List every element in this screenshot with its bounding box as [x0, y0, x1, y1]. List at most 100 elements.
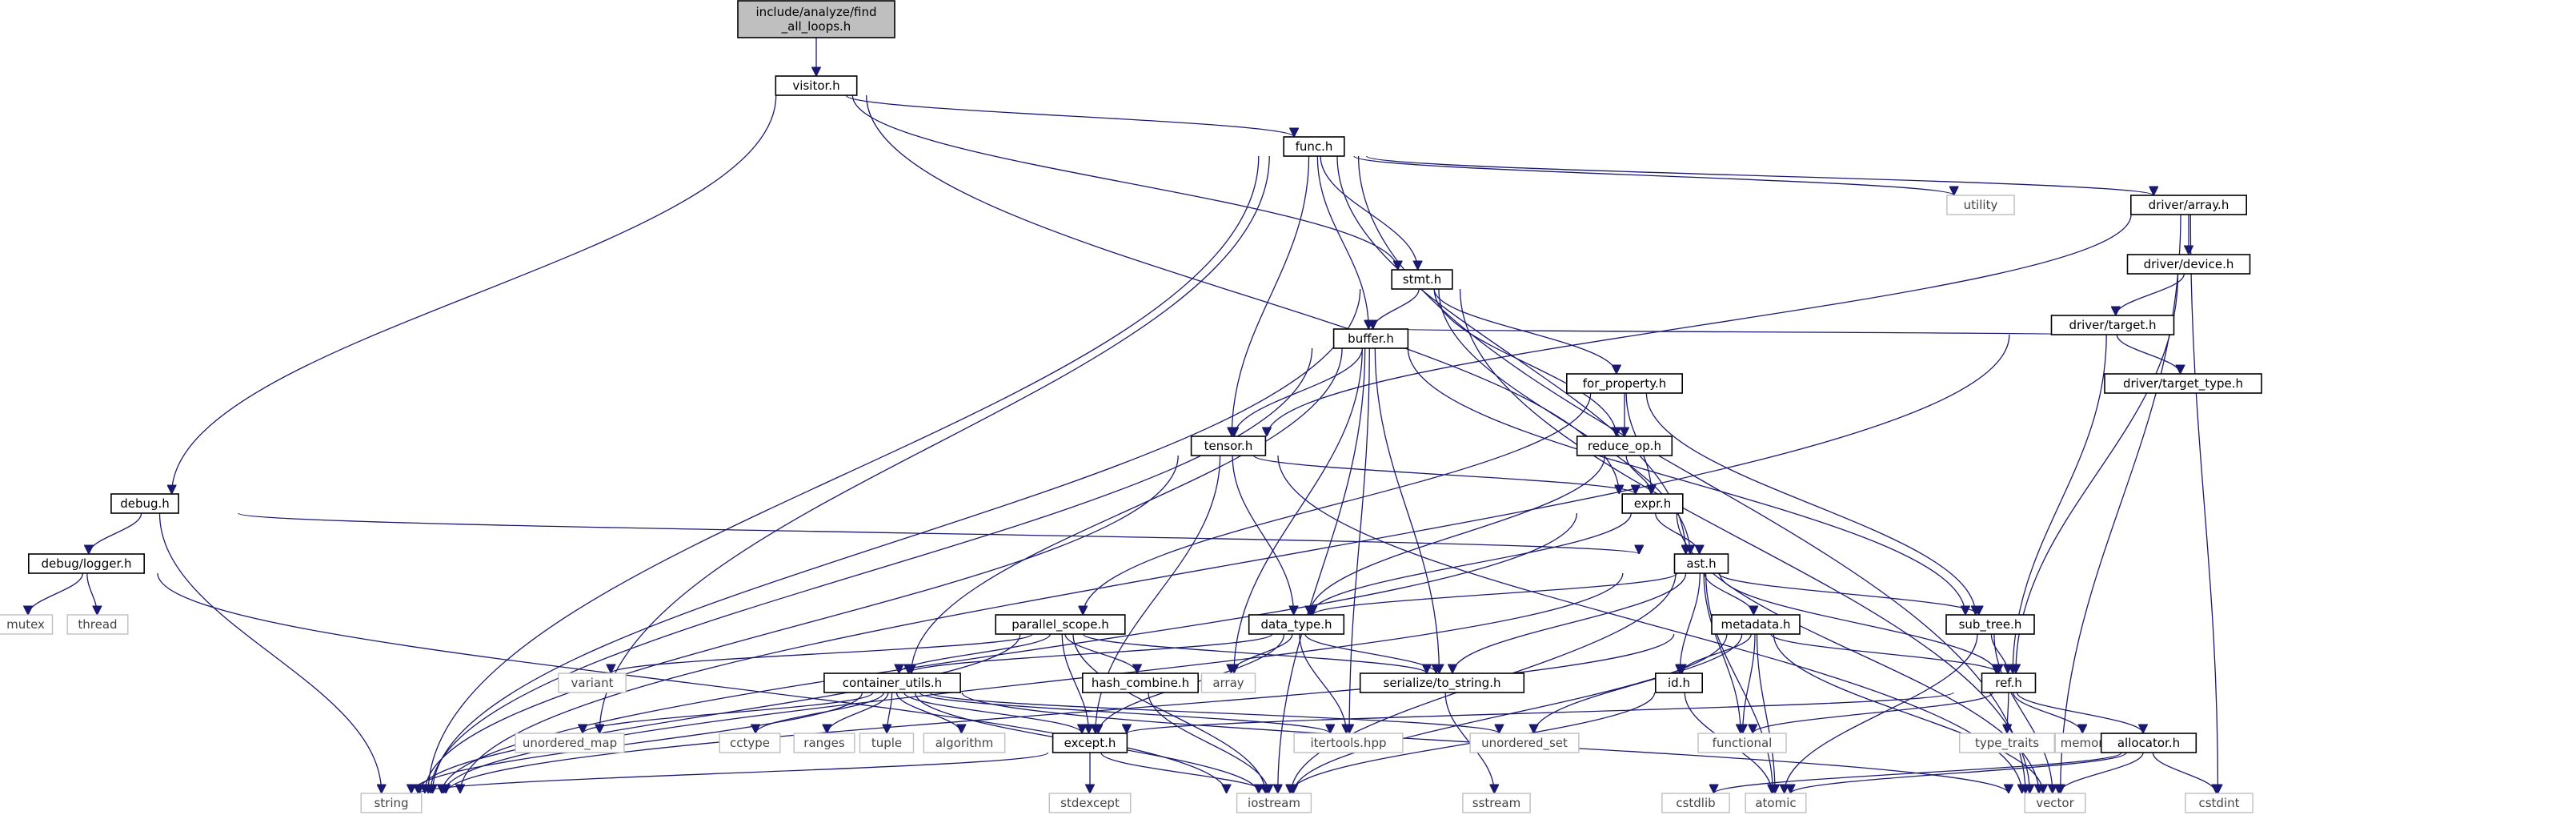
edge-ddevice-to-dtarget	[2116, 273, 2185, 316]
node-label: expr.h	[1634, 496, 1671, 511]
edge-line	[1278, 347, 1366, 793]
edge-tensor-to-string	[425, 455, 1179, 793]
graph-node-reduceop[interactable]: reduce_op.h	[1576, 436, 1673, 456]
edge-line	[460, 334, 2010, 793]
graph-node-utility: utility	[1946, 195, 2015, 215]
edge-parscope-to-hashcomb	[1064, 633, 1137, 674]
node-box	[1946, 195, 2015, 215]
edge-line	[599, 155, 1270, 733]
edge-datatype-to-contutils	[908, 633, 1273, 674]
node-box	[2104, 373, 2262, 394]
edge-line	[419, 752, 1049, 794]
graph-node-stmt[interactable]: stmt.h	[1391, 269, 1453, 290]
edge-line	[1267, 214, 2132, 436]
graph-node-except[interactable]: except.h	[1052, 733, 1128, 753]
edge-stmt-to-string	[433, 288, 1361, 793]
node-label: driver/target.h	[2069, 318, 2156, 332]
node-box	[1200, 672, 1256, 693]
edge-logger-to-mutex	[28, 572, 84, 616]
graph-node-cstdlib: cstdlib	[1661, 793, 1730, 813]
node-box	[1958, 733, 2055, 753]
edge-metadata-to-functional	[1743, 633, 1756, 733]
edge-line	[1061, 633, 1088, 733]
node-label: cstdlib	[1676, 796, 1715, 810]
edge-line	[1459, 288, 2030, 793]
node-box	[558, 672, 627, 693]
edge-line	[1791, 752, 2127, 794]
edge-ast-to-functional	[1703, 572, 1741, 733]
node-box	[360, 793, 423, 813]
graph-node-forprop[interactable]: for_property.h	[1566, 373, 1684, 394]
node-box	[737, 0, 895, 38]
edge-line	[866, 94, 1620, 494]
edge-line	[1655, 512, 1700, 555]
edge-ddevice-to-ref	[2016, 273, 2179, 673]
edge-line	[1705, 572, 1773, 793]
edge-line	[845, 94, 1294, 138]
graph-node-datatype[interactable]: data_type.h	[1248, 614, 1345, 635]
edge-line	[2016, 692, 2144, 734]
graph-node-tensor[interactable]: tensor.h	[1190, 436, 1267, 456]
graph-node-parscope[interactable]: parallel_scope.h	[995, 614, 1126, 635]
graph-node-ref[interactable]: ref.h	[1981, 672, 2037, 693]
graph-node-func[interactable]: func.h	[1283, 136, 1345, 157]
graph-node-contutils[interactable]: container_utils.h	[823, 672, 961, 693]
graph-node-subtree[interactable]: sub_tree.h	[1945, 614, 2035, 635]
edge-debug-to-string	[158, 512, 382, 793]
node-box	[1576, 436, 1673, 456]
graph-node-serialize[interactable]: serialize/to_string.h	[1359, 672, 1525, 693]
graph-node-debug[interactable]: debug.h	[110, 493, 179, 514]
graph-node-ast[interactable]: ast.h	[1673, 553, 1729, 574]
node-label: except.h	[1064, 736, 1116, 750]
graph-node-expr[interactable]: expr.h	[1621, 493, 1684, 514]
node-box	[1332, 328, 1409, 349]
edge-ast-to-atomic	[1705, 572, 1773, 793]
edge-buffer-to-itertools	[1349, 347, 1370, 733]
node-label: unordered_map	[523, 736, 617, 751]
graph-node-itertools: itertools.hpp	[1293, 733, 1404, 753]
edge-line	[1064, 633, 1137, 674]
graph-node-id[interactable]: id.h	[1655, 672, 1704, 693]
edge-ast-to-subtree	[1718, 572, 1979, 616]
edge-line	[431, 347, 1313, 793]
node-label: cstdint	[2198, 796, 2239, 810]
node-label: type_traits	[1975, 736, 2039, 751]
graph-node-logger[interactable]: debug/logger.h	[27, 553, 145, 574]
graph-node-metadata[interactable]: metadata.h	[1711, 614, 1801, 635]
graph-node-root[interactable]: include/analyze/find _all_loops.h	[737, 0, 895, 38]
graph-node-ddevice[interactable]: driver/device.h	[2126, 254, 2251, 275]
edge-line	[1083, 392, 1592, 615]
edge-func-to-umap	[599, 155, 1270, 733]
graph-node-array: array	[1200, 672, 1256, 693]
graph-node-hashcomb[interactable]: hash_combine.h	[1082, 672, 1200, 693]
edge-ref-to-allocator	[2016, 692, 2144, 734]
node-box	[2130, 195, 2248, 215]
graph-node-dtargettype[interactable]: driver/target_type.h	[2104, 373, 2262, 394]
node-box	[1469, 733, 1580, 753]
graph-node-darray[interactable]: driver/array.h	[2130, 195, 2248, 215]
edge-line	[1770, 633, 1998, 674]
node-label: metadata.h	[1721, 617, 1791, 632]
edge-line	[1433, 288, 1617, 375]
edge-line	[2152, 752, 2216, 794]
graph-node-dtarget[interactable]: driver/target.h	[2050, 315, 2175, 335]
edge-line	[428, 155, 1260, 793]
edge-contutils-to-ranges	[827, 692, 889, 734]
graph-node-visitor[interactable]: visitor.h	[775, 75, 858, 96]
edge-datatype-to-serialize	[1304, 633, 1436, 674]
edge-line	[1309, 455, 1606, 615]
node-label: tensor.h	[1204, 439, 1253, 453]
edge-line	[2007, 692, 2009, 733]
node-box	[2100, 733, 2197, 753]
edge-except-to-string	[419, 752, 1049, 794]
edge-line	[827, 692, 889, 734]
edge-metadata-to-atomic	[1756, 633, 1776, 793]
edge-func-to-tensor	[1232, 155, 1310, 436]
edge-datatype-to-array	[1231, 633, 1293, 674]
edge-debug-to-logger	[89, 512, 142, 555]
graph-node-thread: thread	[66, 614, 129, 635]
graph-node-allocator[interactable]: allocator.h	[2100, 733, 2197, 753]
graph-node-buffer[interactable]: buffer.h	[1332, 328, 1409, 349]
edge-line	[158, 512, 382, 793]
edge-line	[1993, 633, 2053, 793]
